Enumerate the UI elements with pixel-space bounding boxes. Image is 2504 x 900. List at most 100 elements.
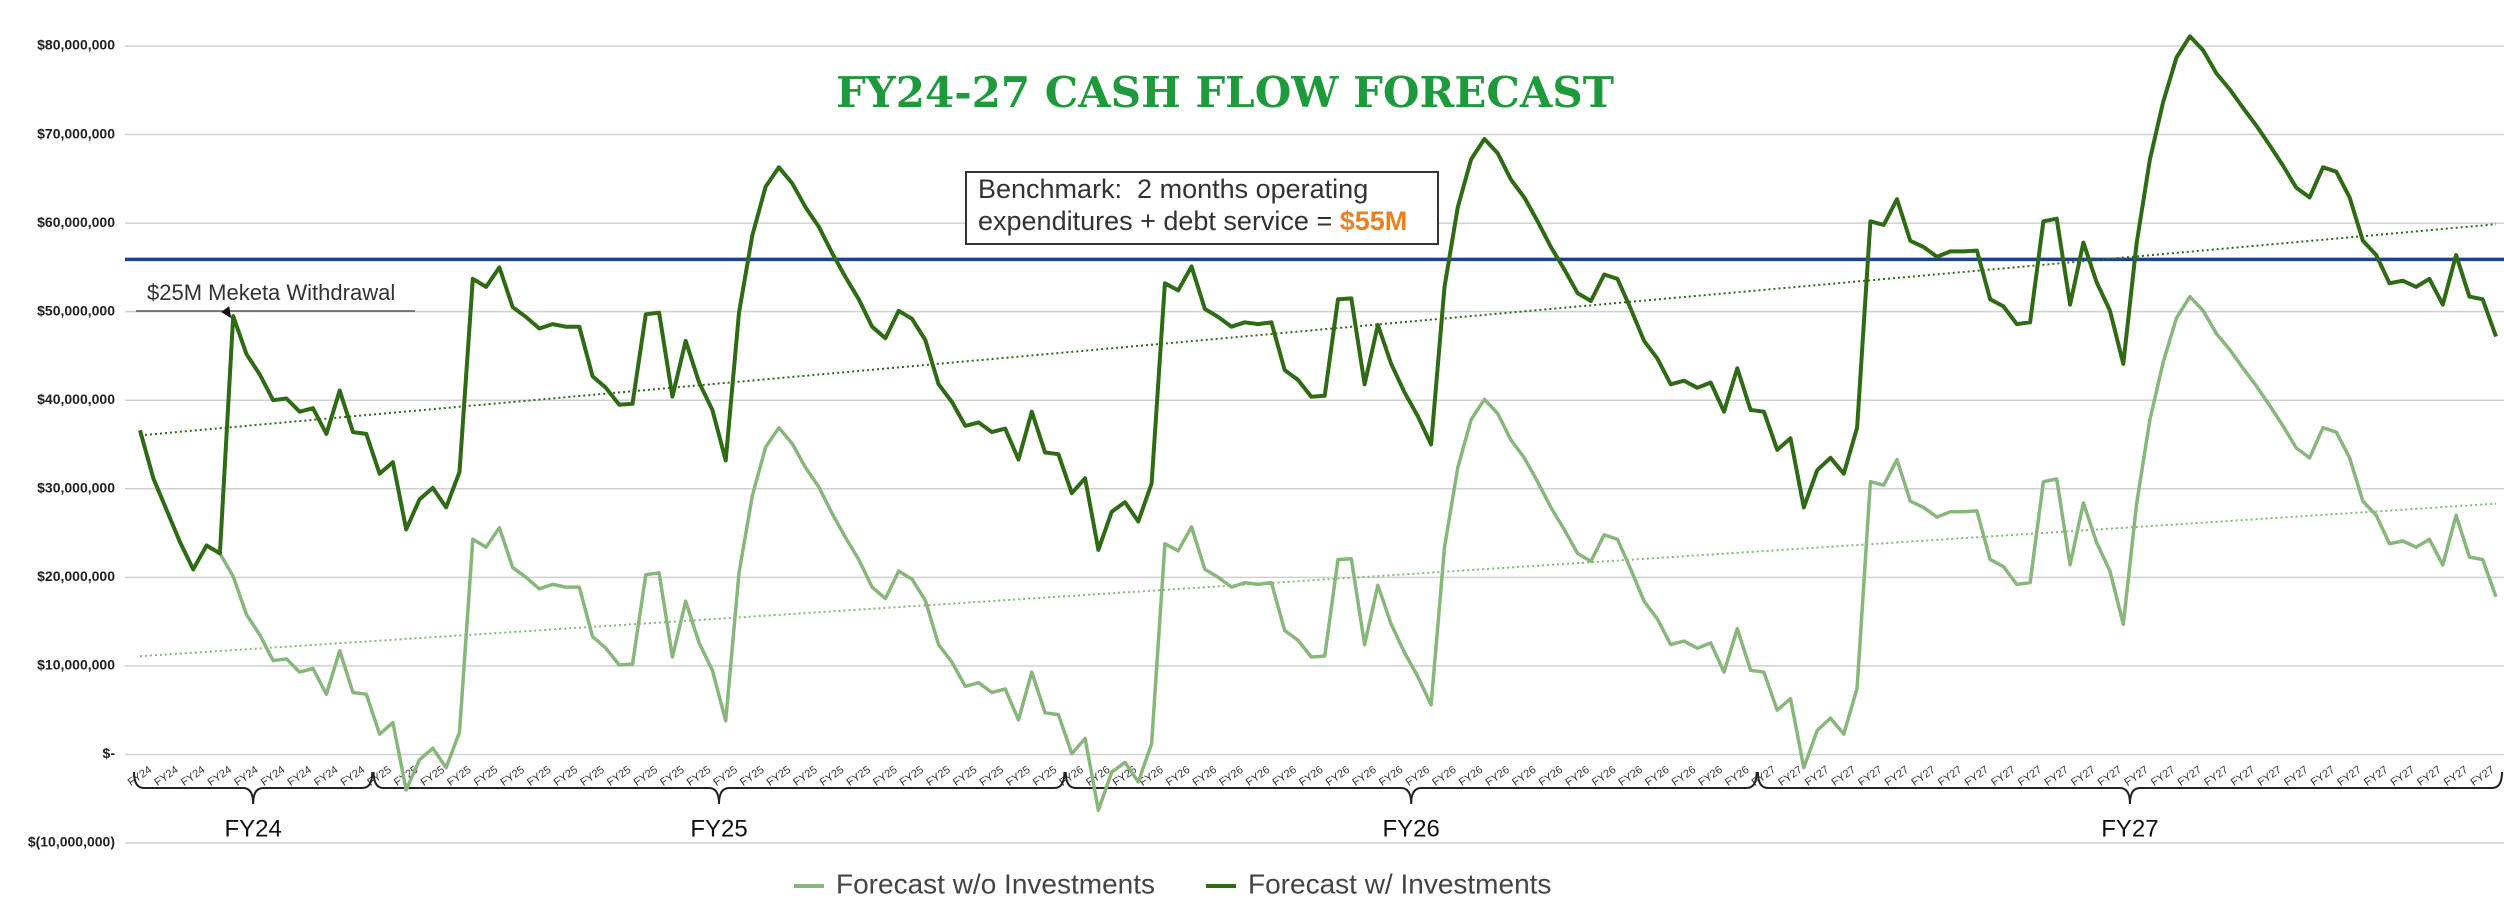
x-tick-label: FY27 <box>2468 764 2496 789</box>
x-tick-label: FY26 <box>1510 764 1538 789</box>
x-tick-label: FY24 <box>206 764 234 789</box>
x-tick-label: FY25 <box>1031 764 1059 789</box>
x-tick-label: FY27 <box>2389 764 2417 789</box>
x-tick-label: FY26 <box>1377 764 1405 789</box>
x-tick-label: FY27 <box>1803 764 1831 789</box>
x-tick-label: FY25 <box>578 764 606 789</box>
x-tick-label: FY26 <box>1537 764 1565 789</box>
y-tick-label: $- <box>103 745 116 761</box>
x-tick-label: FY27 <box>2442 764 2470 789</box>
x-tick-label: FY25 <box>685 764 713 789</box>
x-tick-label: FY27 <box>2282 764 2310 789</box>
x-tick-label: FY25 <box>818 764 846 789</box>
x-tick-label: FY27 <box>1830 764 1858 789</box>
x-tick-label: FY27 <box>2042 764 2070 789</box>
y-tick-label: $60,000,000 <box>37 214 115 230</box>
x-tick-label: FY24 <box>259 764 287 789</box>
x-tick-label: FY25 <box>552 764 580 789</box>
x-tick-label: FY26 <box>1563 764 1591 789</box>
group-brace <box>1064 771 1758 805</box>
x-tick-label: FY25 <box>898 764 926 789</box>
x-tick-label: FY26 <box>1617 764 1645 789</box>
x-tick-label: FY27 <box>2335 764 2363 789</box>
x-tick-label: FY27 <box>2362 764 2390 789</box>
x-tick-label: FY27 <box>2176 764 2204 789</box>
x-tick-label: FY27 <box>2202 764 2230 789</box>
x-tick-label: FY25 <box>791 764 819 789</box>
y-tick-label: $70,000,000 <box>37 125 115 141</box>
benchmark-value: $55M <box>1340 206 1408 236</box>
group-label: FY27 <box>2101 815 2158 842</box>
group-brace <box>1756 771 2503 805</box>
x-tick-label: FY27 <box>1909 764 1937 789</box>
x-tick-label: FY24 <box>232 764 260 789</box>
x-tick-label: FY25 <box>632 764 660 789</box>
x-tick-label: FY26 <box>1217 764 1245 789</box>
y-tick-label: $50,000,000 <box>37 302 115 318</box>
x-tick-label: FY26 <box>1404 764 1432 789</box>
x-tick-label: FY26 <box>1324 764 1352 789</box>
x-tick-label: FY26 <box>1244 764 1272 789</box>
x-tick-label: FY26 <box>1723 764 1751 789</box>
x-tick-label: FY26 <box>1164 764 1192 789</box>
x-tick-label: FY27 <box>2096 764 2124 789</box>
chart-title: FY24-27 CASH FLOW FORECAST <box>836 68 1614 117</box>
y-tick-label: $40,000,000 <box>37 391 115 407</box>
x-tick-label: FY26 <box>1643 764 1671 789</box>
x-tick-label: FY24 <box>339 764 367 789</box>
x-tick-label: FY24 <box>312 764 340 789</box>
x-tick-label: FY24 <box>285 764 313 789</box>
x-tick-label: FY26 <box>1297 764 1325 789</box>
trendline <box>139 223 2497 437</box>
group-label: FY26 <box>1382 815 1439 842</box>
x-tick-label: FY27 <box>2016 764 2044 789</box>
x-tick-label: FY26 <box>1430 764 1458 789</box>
annotation-arrow <box>221 306 232 319</box>
x-tick-label: FY24 <box>152 764 180 789</box>
x-tick-label: FY25 <box>1004 764 1032 789</box>
series-line <box>138 294 2498 812</box>
x-tick-label: FY27 <box>2069 764 2097 789</box>
x-tick-label: FY26 <box>1270 764 1298 789</box>
x-tick-label: FY27 <box>1776 764 1804 789</box>
x-tick-label: FY27 <box>2122 764 2150 789</box>
x-tick-label: FY25 <box>472 764 500 789</box>
x-tick-label: FY25 <box>738 764 766 789</box>
benchmark-text: Benchmark: 2 months operating <box>978 174 1368 204</box>
x-tick-label: FY25 <box>658 764 686 789</box>
x-tick-label: FY27 <box>1856 764 1884 789</box>
benchmark-text: expenditures + debt service = <box>978 206 1340 236</box>
y-tick-label: $10,000,000 <box>37 657 115 673</box>
x-tick-label: FY25 <box>419 764 447 789</box>
group-label: FY25 <box>690 815 747 842</box>
x-tick-label: FY26 <box>1670 764 1698 789</box>
y-tick-label: $80,000,000 <box>37 37 115 53</box>
x-tick-label: FY27 <box>2415 764 2443 789</box>
y-tick-label: $30,000,000 <box>37 479 115 495</box>
legend-label: Forecast w/o Investments <box>836 868 1155 899</box>
x-tick-label: FY25 <box>924 764 952 789</box>
trendline <box>139 502 2497 658</box>
group-brace <box>372 771 1066 805</box>
series-line <box>138 34 2498 572</box>
x-tick-label: FY26 <box>1191 764 1219 789</box>
y-tick-label: $20,000,000 <box>37 568 115 584</box>
x-tick-label: FY26 <box>1457 764 1485 789</box>
x-tick-label: FY25 <box>978 764 1006 789</box>
x-tick-label: FY27 <box>1963 764 1991 789</box>
x-tick-label: FY25 <box>525 764 553 789</box>
x-tick-label: FY25 <box>871 764 899 789</box>
x-tick-label: FY27 <box>2149 764 2177 789</box>
x-tick-label: FY24 <box>126 764 154 789</box>
x-tick-label: FY25 <box>445 764 473 789</box>
x-tick-label: FY27 <box>1989 764 2017 789</box>
annotation: $25M Meketa Withdrawal <box>147 280 395 305</box>
x-tick-label: FY25 <box>845 764 873 789</box>
x-tick-label: FY24 <box>179 764 207 789</box>
legend-label: Forecast w/ Investments <box>1248 868 1551 899</box>
benchmark-box <box>965 171 1439 245</box>
x-tick-label: FY25 <box>498 764 526 789</box>
x-tick-label: FY27 <box>2255 764 2283 789</box>
benchmark-text: expenditures + debt service = $55M <box>978 206 1407 236</box>
